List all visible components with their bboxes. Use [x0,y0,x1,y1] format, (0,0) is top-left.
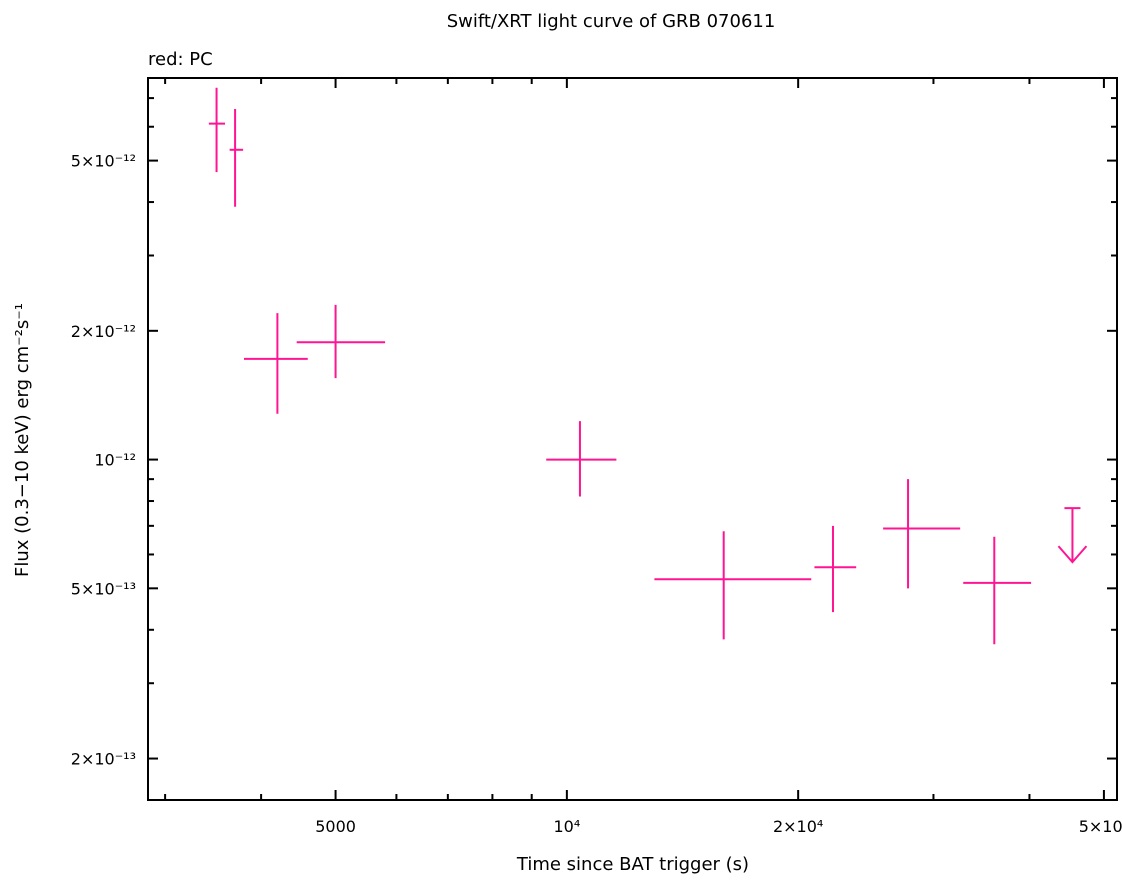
x-tick-label: 5×10⁴ [1079,817,1122,836]
data-point [229,109,244,207]
data-point [654,531,812,640]
x-axis-label: Time since BAT trigger (s) [516,854,749,875]
y-tick-label: 2×10⁻¹² [71,322,136,341]
data-point [963,536,1032,645]
y-tick-label: 2×10⁻¹³ [71,750,136,769]
data-point [546,421,617,497]
data-point [883,479,961,589]
upper-limit-arrowhead [1057,545,1088,564]
plot-frame [147,77,1118,801]
data-point [208,87,226,173]
y-axis-label: Flux (0.3−10 keV) erg cm⁻²s⁻¹ [12,303,33,577]
data-marks [208,87,1088,645]
chart-subtitle: red: PC [148,49,213,70]
data-point [296,304,386,379]
data-point [243,313,308,414]
upper-limit-arrow [1057,507,1088,564]
y-tick-label: 10⁻¹² [94,451,136,470]
x-tick-label: 10⁴ [553,817,580,836]
y-tick-label: 5×10⁻¹³ [71,579,136,598]
y-tick-label: 5×10⁻¹² [71,152,136,171]
x-tick-label: 2×10⁴ [773,817,823,836]
x-tick-label: 5000 [315,817,356,836]
chart-title: Swift/XRT light curve of GRB 070611 [447,11,776,32]
axes: 5000 10⁴ 2×10⁴ 5×10⁴ 2×10⁻¹³ 5×10⁻¹³ 10⁻¹² 2×10… [71,78,1122,836]
data-point [814,525,857,613]
